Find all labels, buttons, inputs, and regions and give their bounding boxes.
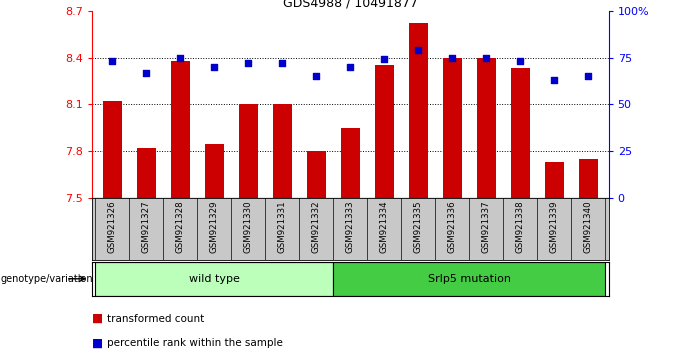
Bar xyxy=(137,148,156,198)
Bar xyxy=(545,162,564,198)
Text: GSM921340: GSM921340 xyxy=(583,200,593,253)
Text: wild type: wild type xyxy=(189,274,239,284)
Point xyxy=(141,70,152,75)
Text: GSM921334: GSM921334 xyxy=(379,200,389,253)
Text: ■: ■ xyxy=(92,312,103,325)
Point xyxy=(481,55,492,60)
Title: GDS4988 / 10491877: GDS4988 / 10491877 xyxy=(283,0,418,10)
Text: GSM921338: GSM921338 xyxy=(515,200,525,253)
Text: GSM921328: GSM921328 xyxy=(175,200,185,253)
Text: transformed count: transformed count xyxy=(107,314,204,324)
Point xyxy=(413,47,424,53)
Bar xyxy=(443,57,462,198)
Bar xyxy=(307,151,326,198)
Bar xyxy=(341,128,360,198)
Text: GSM921330: GSM921330 xyxy=(243,200,253,253)
Bar xyxy=(477,57,496,198)
Point xyxy=(379,57,390,62)
Bar xyxy=(375,65,394,198)
Point xyxy=(209,64,220,70)
Point xyxy=(311,74,322,79)
Point xyxy=(515,58,526,64)
Text: GSM921326: GSM921326 xyxy=(107,200,117,253)
Text: GSM921333: GSM921333 xyxy=(345,200,355,253)
Bar xyxy=(409,23,428,198)
Text: GSM921329: GSM921329 xyxy=(209,200,219,253)
Bar xyxy=(239,104,258,198)
Text: percentile rank within the sample: percentile rank within the sample xyxy=(107,338,283,348)
Text: GSM921337: GSM921337 xyxy=(481,200,491,253)
Bar xyxy=(103,101,122,198)
Point xyxy=(277,60,288,66)
Bar xyxy=(273,104,292,198)
Bar xyxy=(333,262,605,296)
Bar xyxy=(95,262,333,296)
Point xyxy=(345,64,356,70)
Text: GSM921332: GSM921332 xyxy=(311,200,321,253)
Text: Srlp5 mutation: Srlp5 mutation xyxy=(428,274,511,284)
Text: GSM921335: GSM921335 xyxy=(413,200,423,253)
Text: GSM921339: GSM921339 xyxy=(549,200,559,253)
Point xyxy=(243,60,254,66)
Text: GSM921331: GSM921331 xyxy=(277,200,287,253)
Text: GSM921327: GSM921327 xyxy=(141,200,151,253)
Text: GSM921336: GSM921336 xyxy=(447,200,457,253)
Point xyxy=(549,77,560,83)
Text: genotype/variation: genotype/variation xyxy=(1,274,93,284)
Text: ■: ■ xyxy=(92,337,103,350)
Point xyxy=(175,55,186,60)
Bar xyxy=(511,68,530,198)
Bar xyxy=(205,143,224,198)
Bar xyxy=(171,61,190,198)
Point xyxy=(583,74,594,79)
Point xyxy=(447,55,458,60)
Point xyxy=(107,58,118,64)
Bar xyxy=(579,159,598,198)
